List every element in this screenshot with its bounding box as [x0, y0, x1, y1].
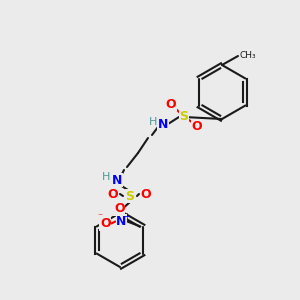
Text: O: O	[108, 188, 118, 200]
Text: O: O	[192, 121, 202, 134]
Text: N: N	[112, 173, 122, 187]
Text: H: H	[149, 117, 157, 127]
Text: H: H	[102, 172, 110, 182]
Text: O: O	[114, 202, 125, 215]
Text: S: S	[179, 110, 188, 124]
Text: O: O	[141, 188, 151, 200]
Text: N: N	[158, 118, 168, 131]
Text: +: +	[123, 212, 130, 221]
Text: S: S	[125, 190, 134, 202]
Text: CH₃: CH₃	[240, 52, 256, 61]
Text: ⁻: ⁻	[98, 212, 103, 223]
Text: O: O	[166, 98, 176, 110]
Text: N: N	[116, 215, 127, 228]
Text: O: O	[100, 217, 111, 230]
